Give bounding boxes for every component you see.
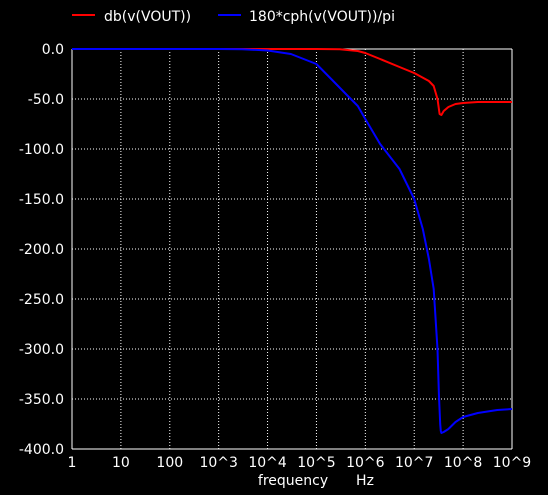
x-tick-label: 10^4 bbox=[248, 455, 287, 471]
x-tick-label: 10 bbox=[112, 455, 130, 471]
y-tick-label: -50.0 bbox=[28, 92, 64, 108]
y-tick-label: -350.0 bbox=[19, 392, 64, 408]
data-series bbox=[72, 48, 513, 434]
x-axis-unit: Hz bbox=[356, 473, 374, 489]
x-axis-ticks: 1 10 100 10^3 10^4 10^5 10^6 10^7 10^8 10^9 bbox=[68, 455, 532, 471]
x-tick-label: 10^3 bbox=[199, 455, 237, 471]
x-tick-label: 10^9 bbox=[493, 455, 531, 471]
series-line-db-vout bbox=[72, 48, 512, 116]
y-tick-label: -400.0 bbox=[19, 442, 64, 458]
y-tick-label: -300.0 bbox=[19, 342, 64, 358]
x-tick-label: 100 bbox=[156, 455, 183, 471]
x-tick-label: 10^5 bbox=[297, 455, 335, 471]
series-line-phase-vout bbox=[72, 48, 513, 434]
y-tick-label: -200.0 bbox=[19, 242, 64, 258]
legend: db(v(VOUT)) 180*cph(v(VOUT))/pi bbox=[72, 9, 395, 25]
x-axis-label: frequency bbox=[258, 473, 328, 489]
x-tick-label: 10^7 bbox=[395, 455, 433, 471]
y-tick-label: -150.0 bbox=[19, 192, 64, 208]
y-tick-label: -250.0 bbox=[19, 292, 64, 308]
x-tick-label: 10^8 bbox=[444, 455, 482, 471]
x-tick-label: 10^6 bbox=[346, 455, 385, 471]
y-tick-label: 0.0 bbox=[42, 42, 64, 58]
legend-label-db-vout: db(v(VOUT)) bbox=[104, 9, 191, 25]
y-tick-label: -100.0 bbox=[19, 142, 64, 158]
y-axis-ticks: 0.0 -50.0 -100.0 -150.0 -200.0 -250.0 -300.0 -3… bbox=[19, 42, 64, 458]
legend-label-phase-vout: 180*cph(v(VOUT))/pi bbox=[249, 9, 395, 25]
x-tick-label: 1 bbox=[68, 455, 77, 471]
